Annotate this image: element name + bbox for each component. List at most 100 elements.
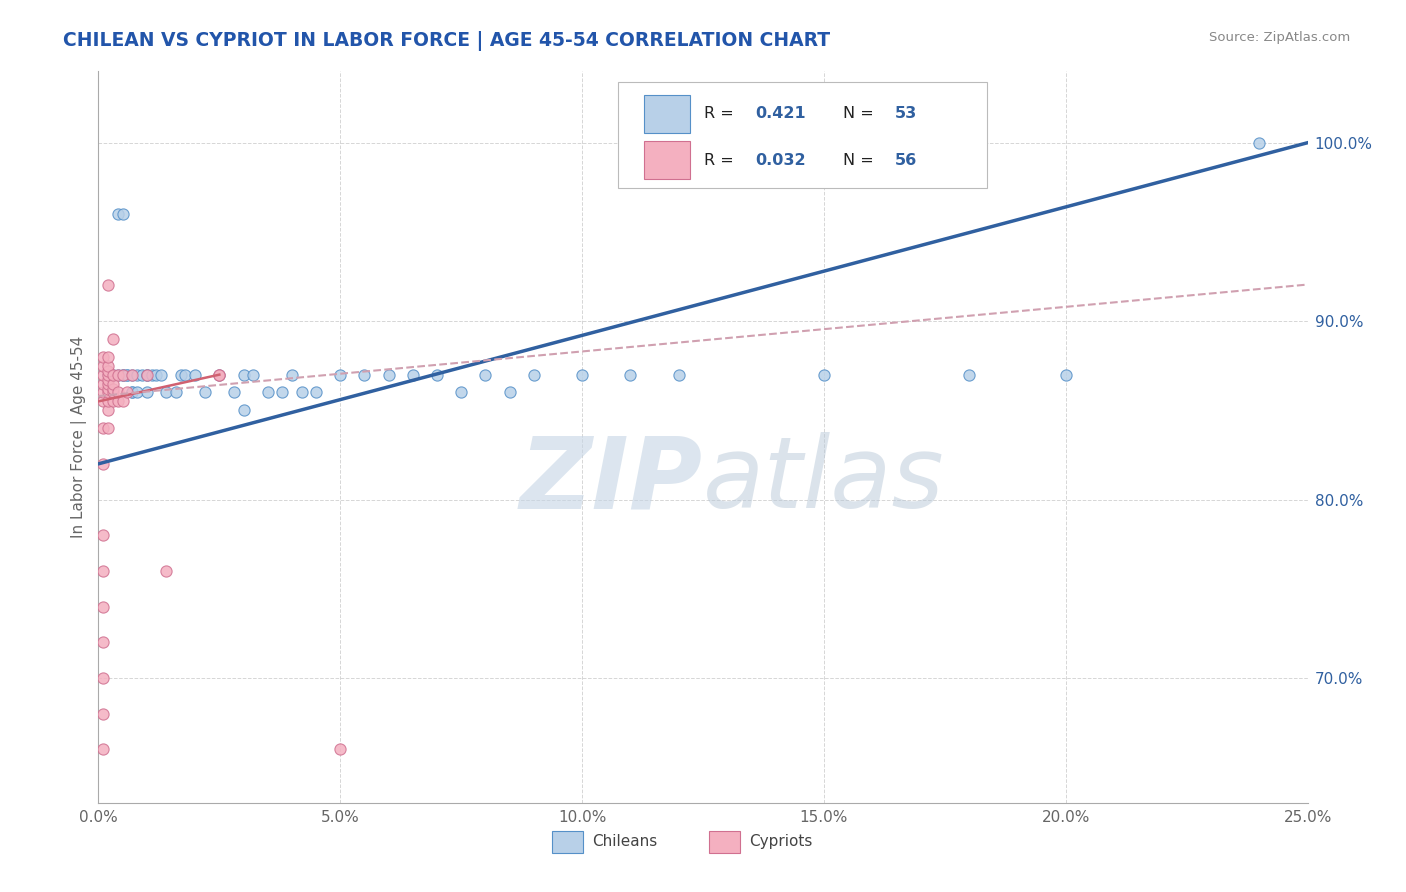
Point	[91, 671, 114, 685]
Point	[377, 368, 399, 382]
Point	[97, 364, 120, 378]
Text: ZIP: ZIP	[520, 433, 703, 530]
Point	[121, 385, 143, 400]
Point	[329, 368, 352, 382]
Text: 53: 53	[896, 106, 918, 121]
Point	[117, 368, 139, 382]
Point	[957, 368, 980, 382]
Point	[97, 382, 120, 396]
Point	[271, 385, 294, 400]
Point	[222, 385, 245, 400]
Point	[184, 368, 207, 382]
Point	[329, 742, 352, 756]
Point	[91, 599, 114, 614]
Point	[107, 394, 129, 409]
Point	[91, 385, 114, 400]
Point	[131, 368, 153, 382]
Point	[91, 528, 114, 542]
Point	[256, 385, 278, 400]
Point	[523, 368, 546, 382]
Point	[498, 385, 520, 400]
Point	[290, 385, 312, 400]
Point	[1054, 368, 1077, 382]
Point	[91, 457, 114, 471]
Point	[813, 368, 835, 382]
Point	[111, 394, 134, 409]
Point	[91, 706, 114, 721]
Point	[242, 368, 264, 382]
Text: atlas: atlas	[703, 433, 945, 530]
Point	[111, 368, 134, 382]
Point	[117, 385, 139, 400]
Point	[107, 368, 129, 382]
Point	[208, 368, 231, 382]
Point	[135, 368, 157, 382]
Point	[426, 368, 449, 382]
Point	[97, 403, 120, 417]
Point	[111, 368, 134, 382]
Point	[571, 368, 593, 382]
Point	[91, 742, 114, 756]
Point	[145, 368, 167, 382]
Text: CHILEAN VS CYPRIOT IN LABOR FORCE | AGE 45-54 CORRELATION CHART: CHILEAN VS CYPRIOT IN LABOR FORCE | AGE …	[63, 31, 831, 51]
Point	[121, 385, 143, 400]
Point	[101, 368, 124, 382]
Point	[101, 382, 124, 396]
Point	[97, 385, 120, 400]
Point	[101, 394, 124, 409]
Point	[135, 368, 157, 382]
Bar	[551, 830, 583, 853]
Bar	[709, 830, 741, 853]
Point	[97, 394, 120, 409]
Point	[111, 368, 134, 382]
Point	[619, 368, 641, 382]
Point	[208, 368, 231, 382]
Point	[91, 635, 114, 649]
Point	[135, 385, 157, 400]
Point	[111, 207, 134, 221]
Text: N =: N =	[844, 153, 879, 168]
Text: R =: R =	[704, 106, 740, 121]
Point	[668, 368, 690, 382]
Point	[121, 368, 143, 382]
Point	[474, 368, 496, 382]
Point	[107, 207, 129, 221]
Point	[232, 403, 254, 417]
Text: Chileans: Chileans	[592, 834, 657, 849]
Point	[141, 368, 163, 382]
Point	[155, 385, 177, 400]
Text: Cypriots: Cypriots	[749, 834, 813, 849]
Point	[450, 385, 472, 400]
Point	[194, 385, 217, 400]
Point	[155, 564, 177, 578]
Text: 56: 56	[896, 153, 918, 168]
Point	[97, 359, 120, 373]
Point	[97, 421, 120, 435]
Point	[97, 278, 120, 293]
Text: N =: N =	[844, 106, 879, 121]
Point	[121, 368, 143, 382]
FancyBboxPatch shape	[619, 82, 987, 188]
Point	[91, 564, 114, 578]
Point	[101, 376, 124, 391]
Point	[97, 373, 120, 387]
Point	[97, 368, 120, 382]
Point	[232, 368, 254, 382]
Point	[91, 350, 114, 364]
Point	[91, 394, 114, 409]
Point	[305, 385, 328, 400]
Text: 0.421: 0.421	[755, 106, 806, 121]
Text: Source: ZipAtlas.com: Source: ZipAtlas.com	[1209, 31, 1350, 45]
Point	[101, 368, 124, 382]
Point	[150, 368, 173, 382]
Point	[353, 368, 375, 382]
Point	[127, 368, 149, 382]
Point	[91, 376, 114, 391]
Text: R =: R =	[704, 153, 740, 168]
Bar	[644, 141, 690, 179]
Bar	[644, 95, 690, 133]
Point	[117, 368, 139, 382]
Point	[91, 359, 114, 373]
Point	[281, 368, 304, 382]
Point	[127, 385, 149, 400]
